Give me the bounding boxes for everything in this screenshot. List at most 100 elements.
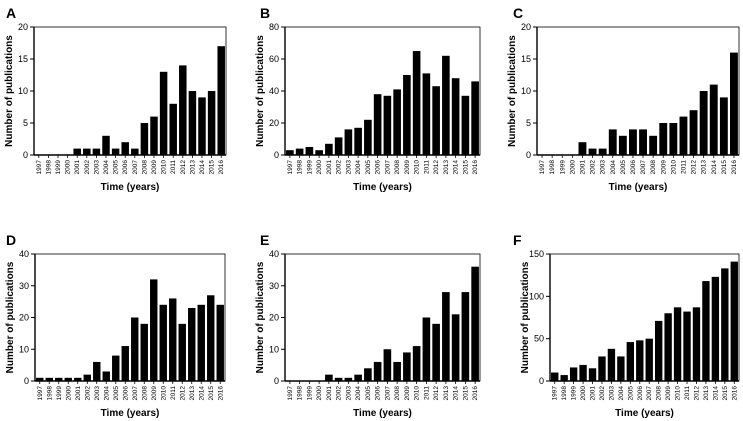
bar-e-2005 [364, 368, 372, 381]
y-tick-label-c-0: 0 [526, 150, 531, 160]
x-tick-label-c-1998: 1998 [549, 160, 556, 175]
x-tick-label-d-2005: 2005 [113, 386, 120, 401]
x-tick-label-f-2012: 2012 [693, 386, 700, 401]
bar-f-2005 [626, 342, 635, 381]
bar-c-2013 [699, 91, 708, 155]
x-tick-label-d-2000: 2000 [65, 386, 72, 401]
x-tick-label-f-2014: 2014 [712, 386, 719, 401]
bar-f-2002 [598, 356, 606, 381]
bar-b-2013 [442, 55, 450, 155]
bar-c-2001 [578, 142, 587, 155]
bar-f-1997 [551, 372, 559, 381]
bar-f-2010 [673, 307, 682, 381]
x-tick-label-b-2016: 2016 [472, 160, 479, 175]
x-tick-label-d-2008: 2008 [141, 386, 148, 401]
bar-a-2001 [73, 148, 81, 155]
x-tick-label-d-2009: 2009 [151, 386, 158, 401]
y-tick-label-e-0: 0 [274, 376, 279, 386]
x-tick-label-b-2003: 2003 [345, 160, 352, 175]
x-tick-label-c-2005: 2005 [620, 160, 627, 175]
x-tick-label-e-2001: 2001 [326, 386, 333, 401]
y-tick-label-c-20: 20 [521, 22, 531, 32]
y-tick-label-b-20: 20 [269, 118, 279, 128]
bar-a-2008 [140, 123, 149, 155]
y-tick-label-b-60: 60 [269, 54, 279, 64]
panel-letter-c: C [513, 5, 523, 21]
x-tick-label-c-2002: 2002 [590, 160, 597, 175]
bar-b-2011 [422, 73, 431, 155]
bar-c-2007 [639, 129, 647, 155]
bar-a-2005 [111, 148, 120, 155]
x-tick-label-a-2006: 2006 [122, 160, 129, 175]
bar-a-2010 [159, 71, 168, 155]
bar-f-2013 [702, 281, 710, 381]
bar-a-2004 [102, 135, 110, 155]
y-tick-label-b-80: 80 [269, 22, 279, 32]
plot-frame-a [33, 26, 227, 156]
x-axis-title-e: Time (years) [353, 408, 412, 419]
x-tick-label-f-2004: 2004 [618, 386, 625, 401]
x-tick-label-c-2014: 2014 [711, 160, 718, 175]
x-tick-label-a-2000: 2000 [65, 160, 72, 175]
x-tick-label-b-2014: 2014 [453, 160, 460, 175]
x-tick-label-a-2001: 2001 [74, 160, 81, 175]
x-tick-label-d-1997: 1997 [37, 386, 44, 401]
bar-c-2011 [679, 116, 688, 155]
x-tick-label-b-2001: 2001 [326, 160, 333, 175]
x-tick-label-d-2003: 2003 [94, 386, 101, 401]
bar-e-2002 [334, 377, 343, 381]
bar-f-2016 [730, 261, 738, 381]
x-tick-label-e-2013: 2013 [443, 386, 450, 401]
bar-f-1999 [569, 367, 578, 381]
bar-e-2003 [344, 377, 353, 381]
bar-e-2007 [383, 349, 392, 381]
bar-c-2005 [618, 135, 627, 155]
x-tick-label-c-2006: 2006 [630, 160, 637, 175]
x-tick-label-b-2008: 2008 [394, 160, 401, 175]
bar-a-2014 [198, 97, 206, 155]
x-tick-label-c-2004: 2004 [610, 160, 617, 175]
x-tick-label-c-2000: 2000 [569, 160, 576, 175]
y-tick-label-c-5: 5 [526, 118, 531, 128]
x-tick-label-a-2007: 2007 [132, 160, 139, 175]
x-axis-title-b: Time (years) [353, 182, 412, 193]
x-tick-label-e-2016: 2016 [472, 386, 479, 401]
x-tick-label-d-2014: 2014 [198, 386, 205, 401]
x-tick-label-e-1997: 1997 [287, 386, 294, 401]
x-tick-label-b-2004: 2004 [355, 160, 362, 175]
bar-d-2010 [159, 304, 167, 381]
bar-a-2007 [131, 148, 139, 155]
x-tick-label-e-2004: 2004 [355, 386, 362, 401]
bar-e-2012 [432, 323, 440, 381]
bar-e-2009 [403, 352, 411, 381]
x-tick-label-a-2003: 2003 [93, 160, 100, 175]
y-axis-title-b: Number of publications [255, 35, 266, 147]
bar-f-2008 [654, 320, 663, 381]
y-axis-title-d: Number of publications [5, 261, 16, 373]
bar-c-2002 [588, 148, 597, 155]
bar-e-2015 [461, 292, 470, 381]
bar-b-2006 [373, 94, 382, 155]
y-axis-title-e: Number of publications [255, 261, 266, 373]
bar-c-2004 [608, 129, 617, 155]
bar-d-2013 [188, 307, 196, 381]
panel-letter-f: F [513, 232, 522, 248]
y-tick-label-e-30: 30 [269, 281, 279, 291]
x-tick-label-e-1999: 1999 [306, 386, 313, 401]
bar-b-2008 [393, 89, 401, 155]
y-tick-label-a-15: 15 [18, 54, 28, 64]
bar-b-2000 [315, 150, 323, 155]
x-tick-label-b-1997: 1997 [287, 160, 294, 175]
x-tick-label-f-2001: 2001 [590, 386, 597, 401]
x-tick-label-c-2003: 2003 [600, 160, 607, 175]
y-tick-label-c-10: 10 [521, 86, 531, 96]
x-tick-label-d-2012: 2012 [179, 386, 186, 401]
bar-e-2013 [442, 292, 450, 381]
bar-d-2014 [197, 304, 205, 381]
x-tick-label-b-2006: 2006 [375, 160, 382, 175]
x-tick-label-f-1997: 1997 [552, 386, 559, 401]
bar-d-2000 [64, 377, 72, 381]
